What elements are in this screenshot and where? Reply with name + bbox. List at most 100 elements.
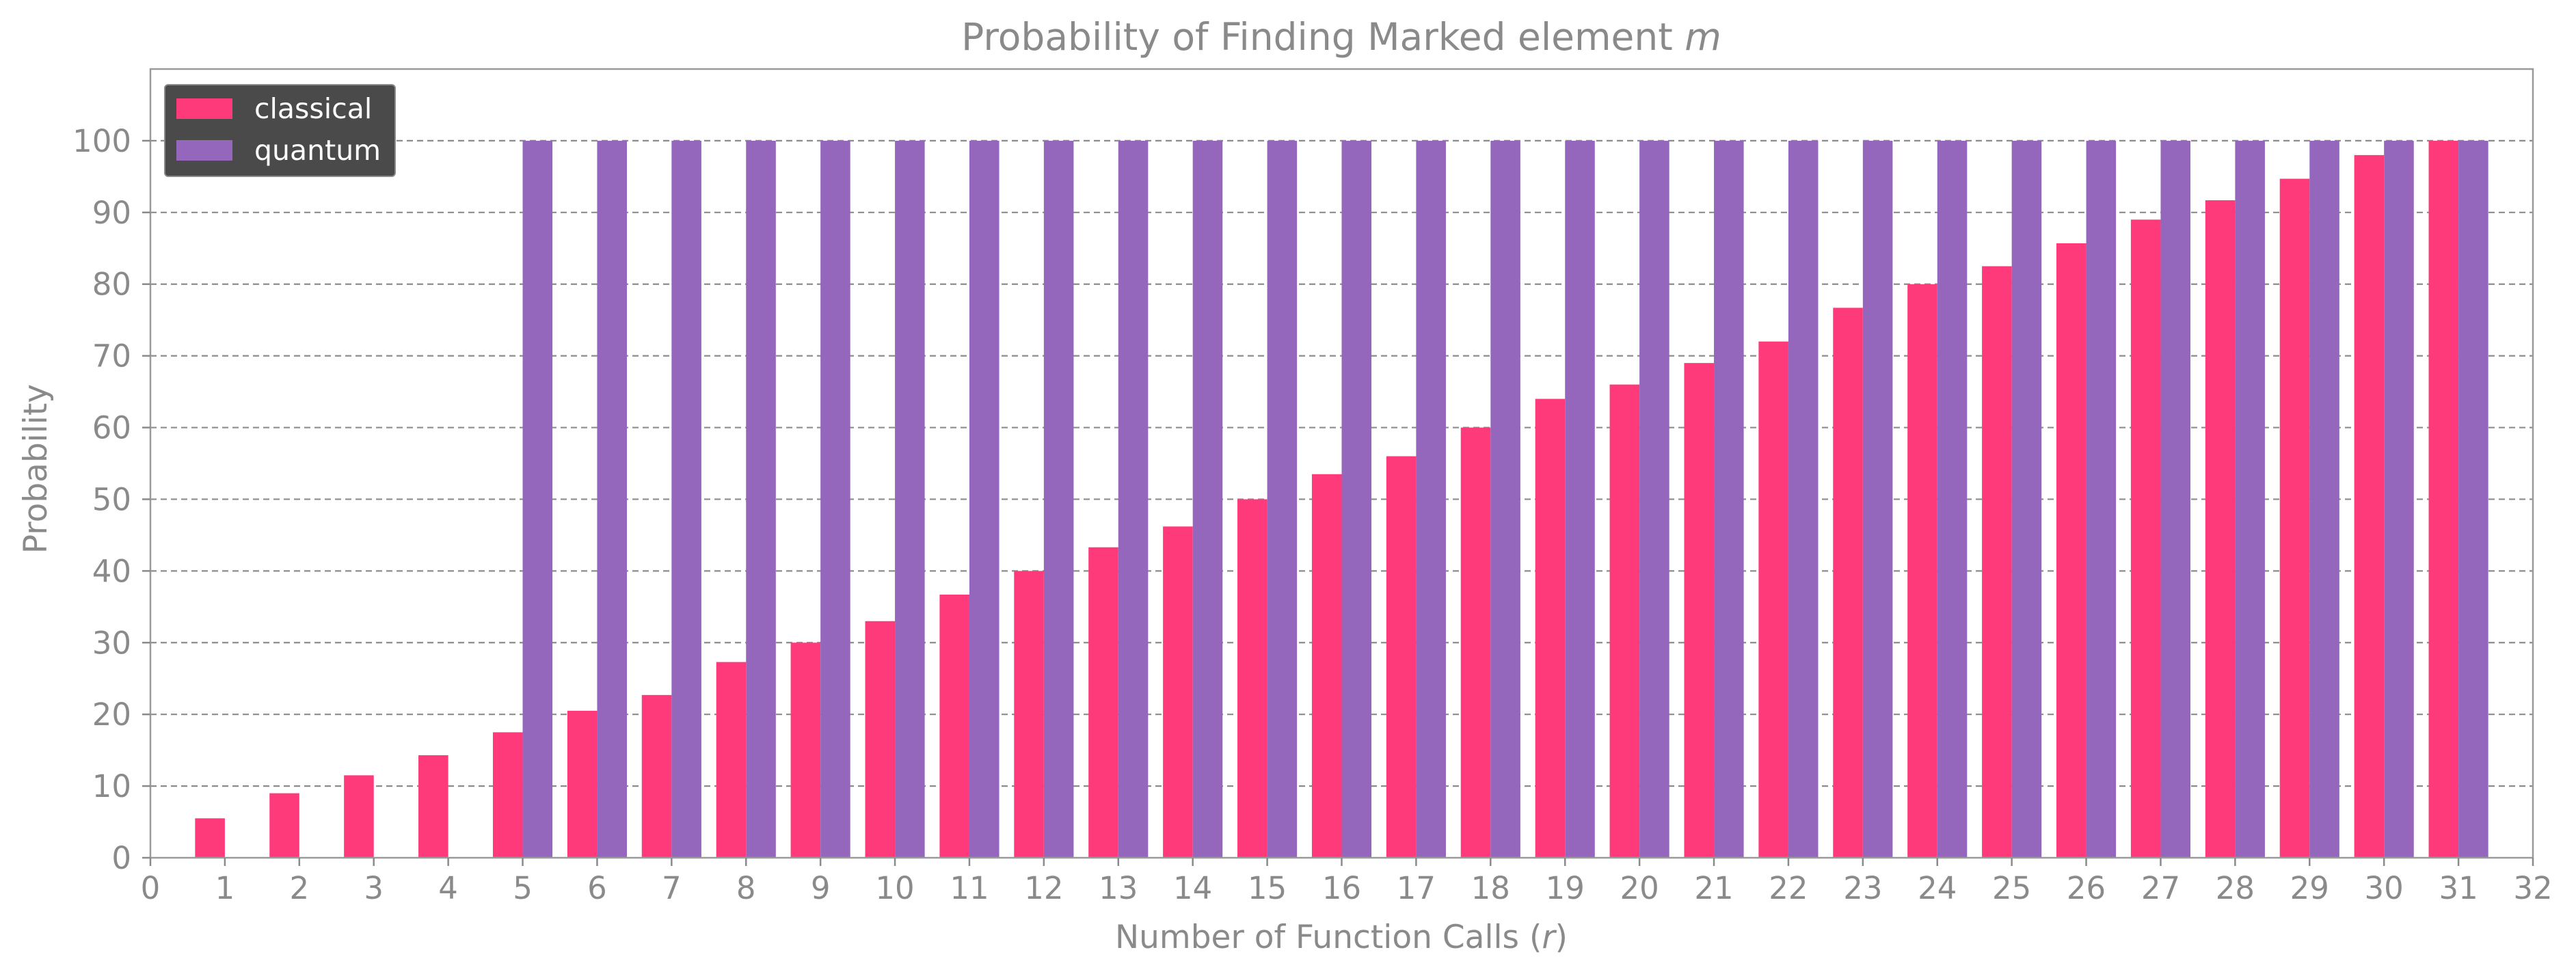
- x-axis-label-var: r: [1542, 919, 1557, 956]
- bar-quantum-23: [1862, 140, 1893, 858]
- bar-quantum-12: [1043, 140, 1074, 858]
- bar-classical-22: [1758, 341, 1788, 858]
- x-tick-label: 10: [875, 870, 914, 906]
- bar-quantum-17: [1416, 140, 1446, 858]
- bar-quantum-27: [2160, 140, 2191, 858]
- bar-quantum-5: [522, 140, 553, 858]
- bar-quantum-14: [1192, 140, 1223, 858]
- bar-classical-11: [939, 594, 969, 858]
- y-tick-label: 90: [92, 195, 131, 231]
- bar-classical-19: [1535, 398, 1566, 858]
- x-tick-label: 25: [1992, 870, 2031, 906]
- bar-classical-30: [2354, 154, 2385, 858]
- bar-quantum-8: [746, 140, 776, 858]
- bar-classical-18: [1460, 427, 1491, 858]
- bar-classical-1: [195, 818, 225, 858]
- bar-classical-6: [567, 710, 598, 858]
- bar-classical-26: [2056, 243, 2087, 858]
- legend: classical quantum: [164, 84, 396, 177]
- y-tick-label: 100: [72, 123, 131, 159]
- x-tick-label: 3: [364, 870, 384, 906]
- bar-classical-16: [1311, 474, 1342, 858]
- y-tick-label: 40: [92, 553, 131, 589]
- y-axis-label: Probability: [17, 384, 55, 554]
- bar-quantum-29: [2309, 140, 2339, 858]
- bar-quantum-15: [1267, 140, 1298, 858]
- legend-swatch-quantum: [176, 140, 232, 161]
- bar-classical-2: [269, 793, 299, 858]
- x-tick-label: 29: [2290, 870, 2329, 906]
- x-axis-label-close: ): [1555, 919, 1568, 956]
- bar-quantum-28: [2235, 140, 2265, 858]
- bar-classical-29: [2279, 178, 2310, 858]
- y-tick-label: 20: [92, 696, 131, 733]
- bar-quantum-22: [1788, 140, 1819, 858]
- x-tick-label: 26: [2067, 870, 2106, 906]
- bar-classical-31: [2428, 140, 2459, 858]
- bar-quantum-26: [2086, 140, 2117, 858]
- x-tick-label: 23: [1843, 870, 1882, 906]
- x-tick-label: 19: [1546, 870, 1585, 906]
- bar-classical-14: [1163, 526, 1193, 858]
- bar-quantum-30: [2384, 140, 2414, 858]
- x-tick-label: 32: [2513, 870, 2552, 906]
- chart-title: Probability of Finding Marked element m: [961, 15, 1721, 59]
- x-axis-ticks: 0 1 2 3 4 5 6 7 8 9 10 11 12 13 14 15 16 17 18 19 20 21 22 23 24…: [141, 858, 2553, 906]
- bar-quantum-10: [895, 140, 925, 858]
- bar-quantum-21: [1714, 140, 1744, 858]
- bar-quantum-6: [597, 140, 627, 858]
- x-tick-label: 20: [1620, 870, 1659, 906]
- x-tick-label: 28: [2216, 870, 2255, 906]
- y-tick-label: 0: [111, 840, 131, 876]
- bar-classical-7: [641, 694, 672, 858]
- x-tick-label: 24: [1918, 870, 1957, 906]
- bar-classical-3: [344, 775, 374, 858]
- bar-classical-15: [1237, 499, 1267, 858]
- y-tick-label: 10: [92, 768, 131, 804]
- y-tick-label: 50: [92, 481, 131, 517]
- legend-label-classical: classical: [254, 92, 372, 125]
- x-tick-label: 27: [2141, 870, 2180, 906]
- bar-classical-8: [716, 662, 747, 858]
- y-tick-label: 60: [92, 410, 131, 446]
- bar-classical-10: [865, 621, 896, 858]
- y-tick-label: 30: [92, 625, 131, 661]
- x-tick-label: 22: [1769, 870, 1808, 906]
- y-tick-label: 80: [92, 267, 131, 303]
- x-tick-label: 21: [1694, 870, 1733, 906]
- bar-quantum-13: [1118, 140, 1149, 858]
- x-tick-label: 11: [950, 870, 989, 906]
- x-tick-label: 2: [289, 870, 309, 906]
- bar-quantum-7: [671, 140, 701, 858]
- bar-quantum-9: [820, 140, 850, 858]
- bar-classical-20: [1609, 384, 1640, 858]
- x-tick-label: 15: [1248, 870, 1287, 906]
- bar-quantum-20: [1639, 140, 1669, 858]
- x-tick-label: 14: [1173, 870, 1212, 906]
- bar-quantum-25: [2011, 140, 2042, 858]
- bar-quantum-19: [1565, 140, 1595, 858]
- bar-classical-24: [1907, 284, 1937, 858]
- legend-swatch-classical: [176, 98, 232, 119]
- bars-layer: [195, 140, 2488, 858]
- bar-quantum-18: [1490, 140, 1520, 858]
- x-axis-label: Number of Function Calls (r): [1115, 919, 1568, 956]
- bar-quantum-16: [1341, 140, 1372, 858]
- x-tick-label: 31: [2439, 870, 2478, 906]
- bar-classical-23: [1833, 308, 1863, 858]
- bar-quantum-31: [2458, 140, 2488, 858]
- x-tick-label: 6: [587, 870, 607, 906]
- y-axis-ticks: 0 10 20 30 40 50 60 70 80 90 100: [72, 123, 150, 876]
- x-tick-label: 16: [1322, 870, 1361, 906]
- x-tick-label: 9: [811, 870, 831, 906]
- bar-classical-12: [1014, 571, 1044, 858]
- bar-classical-28: [2205, 200, 2236, 858]
- x-tick-label: 13: [1099, 870, 1138, 906]
- bar-quantum-11: [969, 140, 999, 858]
- x-tick-label: 5: [513, 870, 533, 906]
- x-axis-label-main: Number of Function Calls (: [1115, 919, 1542, 956]
- x-tick-label: 12: [1024, 870, 1063, 906]
- x-tick-label: 17: [1397, 870, 1436, 906]
- bar-classical-13: [1088, 547, 1118, 858]
